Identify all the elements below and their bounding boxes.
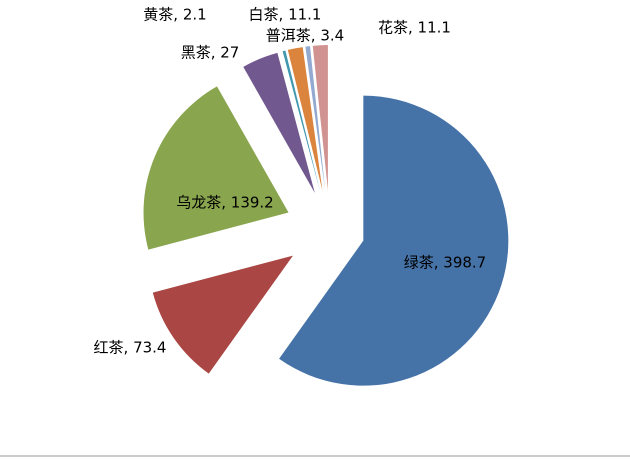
pie-slice <box>282 50 321 192</box>
pie-slice <box>279 95 509 386</box>
pie-slice <box>152 255 293 374</box>
pie-slice <box>312 45 328 191</box>
pie-slice <box>287 47 323 191</box>
data-label: 绿茶, 398.7 <box>404 254 486 272</box>
data-label: 白茶, 11.1 <box>249 6 322 24</box>
data-label: 花茶, 11.1 <box>378 19 451 37</box>
pie-slice <box>305 46 326 191</box>
pie-slice <box>143 86 289 250</box>
pie-slice <box>243 52 315 193</box>
data-label: 乌龙茶, 139.2 <box>176 194 273 212</box>
data-label: 黄茶, 2.1 <box>143 6 206 24</box>
data-label: 普洱茶, 3.4 <box>266 27 344 45</box>
data-label: 红茶, 73.4 <box>94 339 167 357</box>
data-label: 黑茶, 27 <box>181 44 240 62</box>
